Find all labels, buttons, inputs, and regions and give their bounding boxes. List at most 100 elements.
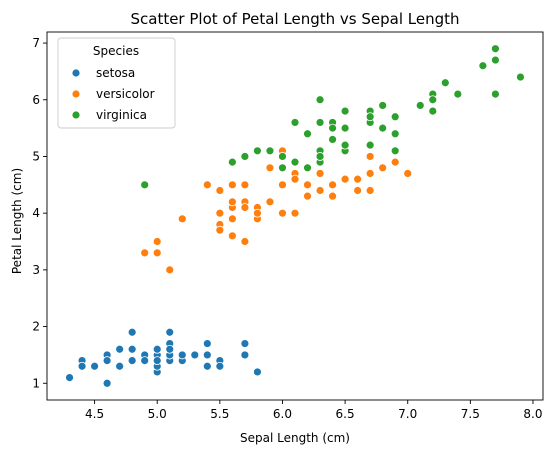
data-point-versicolor	[240, 180, 250, 190]
y-tick-label: 3	[32, 263, 40, 277]
data-point-versicolor	[403, 169, 413, 178]
chart-title: Scatter Plot of Petal Length vs Sepal Le…	[130, 10, 459, 28]
data-point-virginica	[440, 78, 450, 88]
data-point-virginica	[340, 140, 350, 150]
legend: Species setosa versicolor virginica	[57, 37, 176, 129]
data-point-virginica	[491, 89, 500, 99]
x-tick-label: 7.0	[398, 407, 417, 421]
points-layer	[65, 44, 525, 388]
data-point-virginica	[240, 152, 250, 161]
data-point-virginica	[303, 163, 312, 173]
data-point-virginica	[365, 140, 375, 150]
data-point-virginica	[278, 163, 287, 173]
data-point-setosa	[77, 361, 87, 371]
legend-label-virginica: virginica	[96, 108, 147, 122]
data-point-versicolor	[202, 180, 212, 190]
data-point-virginica	[453, 89, 463, 99]
data-point-virginica	[140, 180, 150, 190]
data-point-versicolor	[328, 180, 337, 190]
data-point-versicolor	[240, 237, 250, 246]
data-point-versicolor	[365, 152, 375, 161]
data-point-versicolor	[365, 169, 375, 178]
data-point-virginica	[428, 95, 438, 105]
data-point-setosa	[115, 361, 125, 371]
legend-entries: setosa versicolor virginica	[71, 66, 155, 122]
x-tick-label: 5.0	[148, 407, 167, 421]
data-point-virginica	[390, 112, 400, 122]
ticks-layer: 4.5 5.0 5.5 6.0 6.5 7.0 7.5 8.0 1 2 3 4 5 6 7	[32, 36, 542, 421]
x-axis-label: Sepal Length (cm)	[240, 431, 350, 445]
data-point-setosa	[240, 339, 250, 348]
data-point-versicolor	[240, 203, 250, 212]
x-tick-label: 6.0	[273, 407, 292, 421]
data-point-versicolor	[353, 186, 363, 195]
data-point-setosa	[102, 378, 112, 388]
data-point-versicolor	[215, 208, 225, 218]
data-point-virginica	[328, 123, 337, 133]
data-point-setosa	[165, 344, 175, 354]
data-point-versicolor	[265, 197, 275, 207]
data-point-setosa	[102, 356, 112, 365]
data-point-versicolor	[353, 174, 363, 184]
legend-label-versicolor: versicolor	[96, 87, 155, 101]
data-point-versicolor	[278, 180, 287, 190]
x-tick-label: 6.5	[336, 407, 355, 421]
legend-box	[57, 37, 176, 129]
x-tick-label: 5.5	[210, 407, 229, 421]
data-point-virginica	[328, 135, 337, 144]
y-tick-label: 1	[32, 376, 40, 390]
data-point-versicolor	[215, 225, 225, 235]
y-tick-label: 5	[32, 149, 40, 163]
legend-marker-setosa	[71, 68, 81, 78]
data-point-setosa	[65, 373, 74, 383]
data-point-setosa	[152, 344, 162, 354]
data-point-setosa	[165, 327, 175, 337]
data-point-versicolor	[328, 191, 337, 201]
data-point-virginica	[303, 129, 312, 139]
data-point-virginica	[516, 72, 525, 82]
series-virginica	[140, 44, 525, 190]
data-point-virginica	[315, 118, 325, 127]
data-point-versicolor	[140, 248, 150, 258]
data-point-virginica	[390, 146, 400, 156]
data-point-versicolor	[290, 208, 300, 218]
x-tick-label: 7.5	[461, 407, 480, 421]
data-point-versicolor	[290, 174, 300, 184]
legend-marker-versicolor	[71, 89, 81, 99]
data-point-virginica	[415, 101, 425, 110]
y-tick-label: 7	[32, 36, 40, 50]
data-point-virginica	[315, 95, 325, 105]
data-point-virginica	[290, 157, 300, 167]
data-point-setosa	[177, 350, 187, 360]
data-point-virginica	[390, 129, 400, 139]
data-point-setosa	[202, 361, 212, 371]
data-point-versicolor	[303, 191, 312, 201]
y-tick-label: 6	[32, 93, 40, 107]
plot-area-frame	[46, 31, 544, 401]
data-point-setosa	[253, 367, 262, 377]
data-point-setosa	[127, 344, 137, 354]
data-point-virginica	[478, 61, 488, 71]
data-point-versicolor	[278, 208, 287, 218]
data-point-versicolor	[177, 214, 187, 224]
data-point-versicolor	[227, 231, 237, 241]
data-point-versicolor	[227, 214, 237, 224]
data-point-versicolor	[152, 248, 162, 258]
data-point-setosa	[115, 344, 125, 354]
data-point-versicolor	[227, 180, 237, 190]
y-tick-label: 4	[32, 206, 40, 220]
data-point-virginica	[365, 112, 375, 122]
series-setosa	[65, 327, 262, 388]
legend-label-setosa: setosa	[96, 66, 135, 80]
legend-title: Species	[93, 44, 139, 58]
data-point-setosa	[127, 327, 137, 337]
data-point-virginica	[278, 152, 287, 161]
data-point-virginica	[378, 101, 388, 110]
data-point-versicolor	[340, 174, 350, 184]
data-point-versicolor	[315, 186, 325, 195]
data-point-virginica	[340, 106, 350, 116]
y-axis-label: Petal Length (cm)	[10, 168, 24, 274]
data-point-setosa	[127, 356, 137, 365]
data-point-setosa	[202, 350, 212, 360]
